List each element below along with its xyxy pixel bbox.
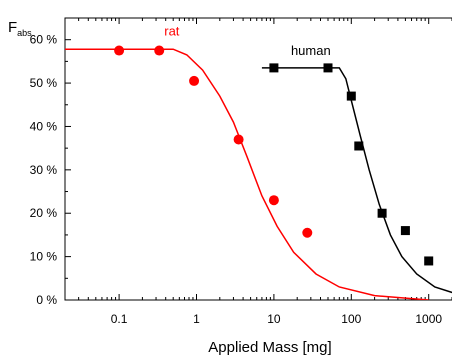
data-point-human	[377, 208, 387, 218]
x-tick-label: 0.1	[111, 312, 128, 326]
plot-frame	[64, 17, 452, 301]
plot-border	[64, 17, 452, 301]
y-tick-label: 60 %	[30, 33, 58, 47]
data-point-rat	[302, 227, 313, 238]
data-point-human	[346, 91, 356, 101]
data-point-rat	[268, 195, 279, 206]
x-tick-label: 10	[267, 312, 281, 326]
y-tick-label: 20 %	[30, 206, 58, 220]
y-axis-title-main: F	[8, 19, 17, 36]
x-tick-label: 1000	[415, 312, 442, 326]
series-label-rat: rat	[164, 23, 180, 38]
y-tick-label: 10 %	[30, 250, 58, 264]
data-point-rat	[114, 45, 125, 56]
plot-area: rat human	[65, 23, 452, 300]
fit-line-rat	[65, 48, 429, 300]
series-human: human	[261, 43, 452, 294]
data-point-human	[400, 226, 410, 236]
data-point-human	[424, 256, 434, 266]
y-axis-title: Fabs	[8, 19, 32, 38]
data-point-human	[323, 63, 333, 73]
fit-line-human	[261, 67, 452, 294]
x-axis-title: Applied Mass [mg]	[208, 339, 331, 356]
x-tick-label: 1	[193, 312, 200, 326]
data-point-rat	[154, 45, 165, 56]
y-tick-label: 30 %	[30, 163, 58, 177]
y-tick-label: 40 %	[30, 119, 58, 133]
data-point-human	[269, 63, 279, 73]
y-axis-title-subscript: abs	[17, 28, 32, 38]
y-tick-label: 50 %	[30, 76, 58, 90]
tick-labels: 0.11101001000100000 %10 %20 %30 %40 %50 …	[30, 33, 443, 326]
data-point-rat	[189, 75, 200, 86]
series-label-human: human	[291, 43, 331, 58]
axis-ticks	[64, 17, 452, 301]
x-tick-label: 100	[341, 312, 361, 326]
y-tick-label: 0 %	[36, 293, 57, 307]
data-point-rat	[233, 134, 244, 145]
data-point-human	[354, 141, 364, 151]
series-rat: rat	[65, 23, 429, 300]
